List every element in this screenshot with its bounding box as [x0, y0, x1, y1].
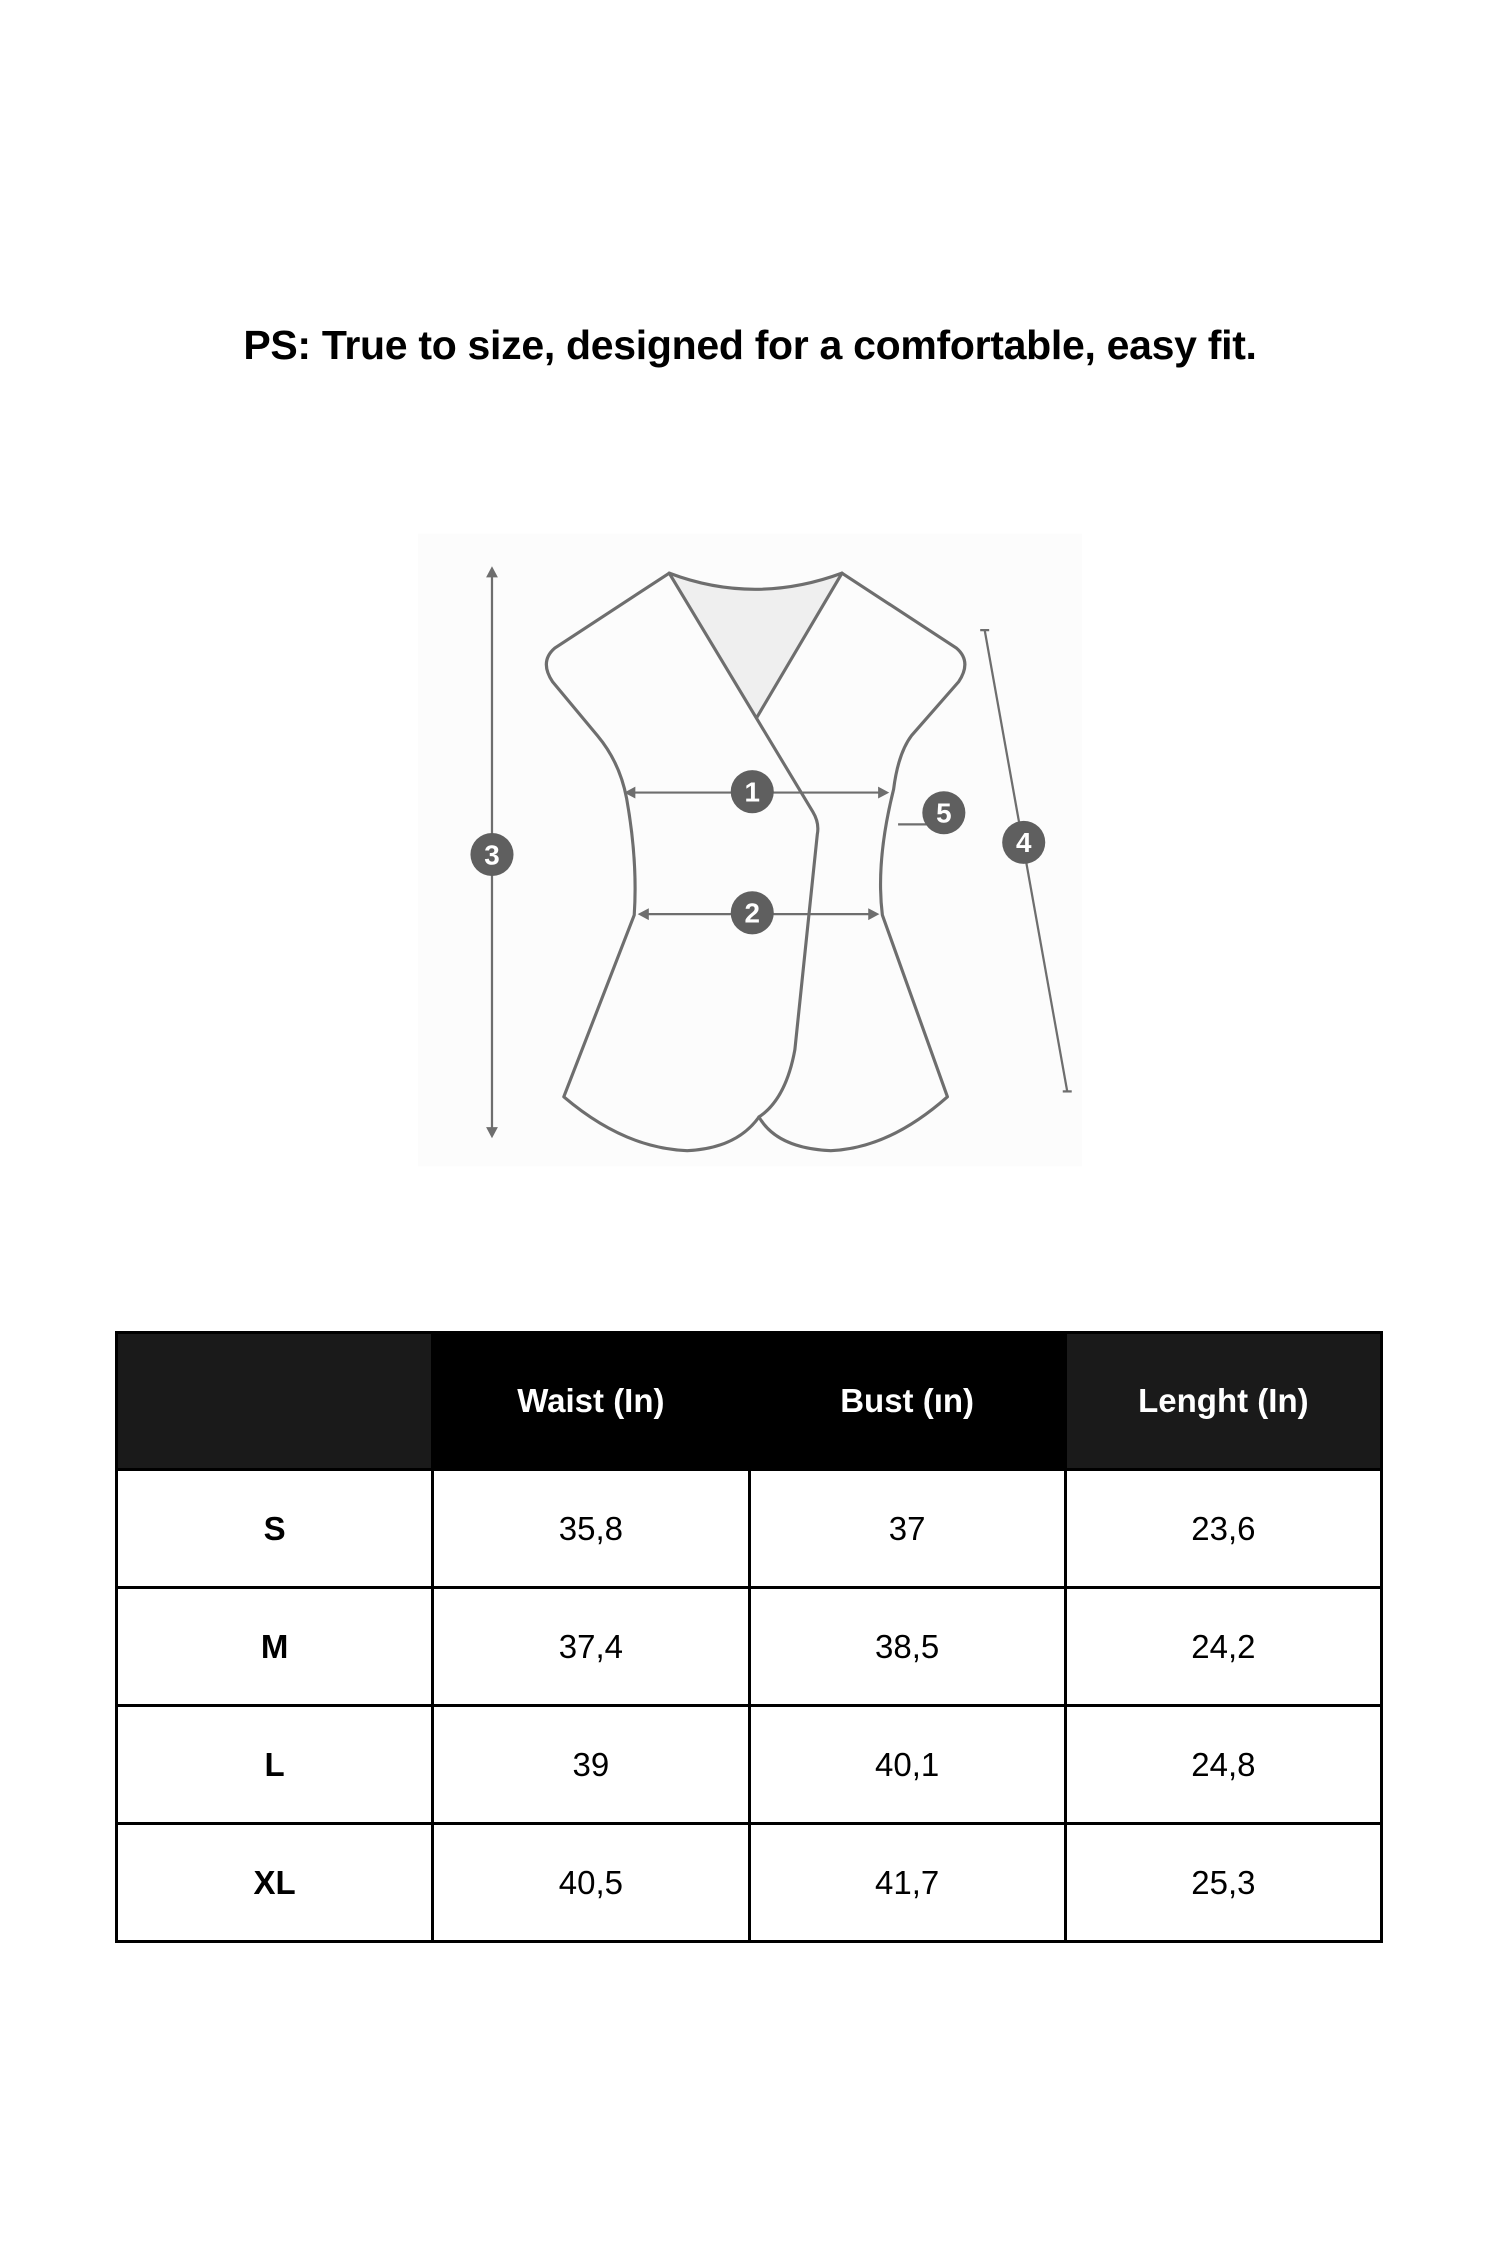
- page-title: PS: True to size, designed for a comfort…: [243, 322, 1257, 368]
- arrowhead-icon: [486, 566, 498, 578]
- measurement-cell: 37,4: [431, 1586, 751, 1707]
- header-length: Lenght (In): [1063, 1331, 1384, 1471]
- arrowhead-icon: [878, 786, 890, 799]
- arrowhead-icon: [868, 908, 880, 921]
- table-row: XL 40,5 41,7 25,3: [114, 1822, 1384, 1943]
- measurement-cell: 24,2: [1063, 1586, 1384, 1707]
- svg-text:3: 3: [484, 839, 499, 870]
- arrowhead-icon: [486, 1127, 498, 1139]
- header-waist: Waist (In): [431, 1331, 751, 1471]
- table-row: S 35,8 37 23,6: [114, 1468, 1384, 1589]
- header-bust: Bust (ın): [747, 1331, 1067, 1471]
- vest-outline-left: [544, 571, 761, 1153]
- lapel-left: [667, 571, 820, 1119]
- arrowhead-icon: [624, 786, 636, 799]
- svg-text:1: 1: [745, 777, 760, 808]
- neckline-fill: [669, 573, 842, 718]
- svg-text:4: 4: [1016, 827, 1032, 858]
- size-label: L: [114, 1704, 435, 1825]
- measurement-cell: 41,7: [747, 1822, 1067, 1943]
- table-header-row: Waist (In) Bust (ın) Lenght (In): [114, 1331, 1384, 1471]
- size-label: M: [114, 1586, 435, 1707]
- measurement-cell: 35,8: [431, 1468, 751, 1589]
- measurement-cell: 37: [747, 1468, 1067, 1589]
- marker-3: 3: [470, 832, 514, 877]
- marker-4: 4: [1002, 820, 1046, 864]
- size-label: S: [114, 1468, 435, 1589]
- svg-text:5: 5: [936, 798, 951, 829]
- header-size: [114, 1331, 435, 1471]
- svg-text:2: 2: [745, 898, 760, 929]
- measurement-cell: 40,5: [431, 1822, 751, 1943]
- measurement-cell: 23,6: [1063, 1468, 1384, 1589]
- arrowhead-icon: [637, 908, 649, 921]
- table-row: L 39 40,1 24,8: [114, 1704, 1384, 1825]
- size-chart-table: Waist (In) Bust (ın) Lenght (In) S 35,8 37…: [114, 1331, 1384, 1943]
- neckline: [667, 571, 844, 591]
- measurement-cell: 39: [431, 1704, 751, 1825]
- marker-2: 2: [730, 891, 774, 935]
- lapel-right: [755, 571, 844, 720]
- measurement-cell: 24,8: [1063, 1704, 1384, 1825]
- table-row: M 37,4 38,5 24,2: [114, 1586, 1384, 1707]
- measurement-cell: 38,5: [747, 1586, 1067, 1707]
- marker-5: 5: [922, 791, 966, 835]
- vest-outline-right: [757, 571, 967, 1153]
- marker-1: 1: [730, 770, 774, 814]
- size-label: XL: [114, 1822, 435, 1943]
- measurement-cell: 40,1: [747, 1704, 1067, 1825]
- measurement-cell: 25,3: [1063, 1822, 1384, 1943]
- garment-measurement-diagram: 1 2 3 4 5: [400, 520, 1100, 1180]
